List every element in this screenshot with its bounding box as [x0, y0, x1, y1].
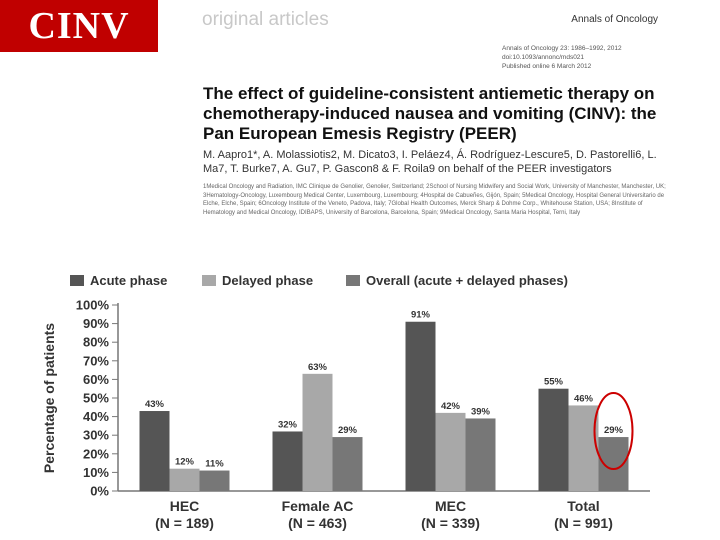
affiliations: 1Medical Oncology and Radiation, IMC Cli…	[203, 184, 666, 216]
y-tick-label: 20%	[83, 446, 109, 461]
bar-2-0	[405, 321, 436, 491]
data-label-0-2: 11%	[205, 459, 224, 470]
y-tick-label: 50%	[83, 391, 109, 406]
category-sublabel-3: (N = 991)	[554, 515, 613, 531]
category-sublabel-2: (N = 339)	[421, 515, 480, 531]
y-tick-label: 70%	[83, 353, 109, 368]
highlight-circle	[593, 392, 634, 471]
data-label-2-1: 42%	[441, 401, 461, 412]
bar-0-2	[199, 470, 230, 491]
data-label-2-0: 91%	[411, 310, 431, 321]
data-label-1-0: 32%	[278, 419, 298, 430]
legend-swatch-2	[346, 275, 360, 286]
category-label-3: Total	[567, 498, 599, 514]
citation-meta: Annals of Oncology 23: 1986–1992, 2012 d…	[502, 44, 672, 71]
data-label-0-1: 12%	[175, 457, 195, 468]
bar-1-0	[272, 431, 303, 491]
data-label-2-2: 39%	[471, 406, 491, 417]
doi-line: doi:10.1093/annonc/mds021	[502, 54, 585, 61]
category-sublabel-0: (N = 189)	[155, 515, 214, 531]
data-label-1-2: 29%	[338, 425, 358, 436]
section-label: original articles	[202, 9, 329, 30]
legend-label-2: Overall (acute + delayed phases)	[366, 273, 568, 288]
bar-2-1	[435, 412, 466, 491]
category-sublabel-1: (N = 463)	[288, 515, 347, 531]
category-label-1: Female AC	[282, 498, 354, 514]
bar-1-1	[302, 373, 333, 491]
category-label-2: MEC	[435, 498, 466, 514]
y-tick-label: 30%	[83, 428, 109, 443]
legend-swatch-1	[202, 275, 216, 286]
y-axis-title: Percentage of patients	[41, 323, 57, 473]
y-tick-label: 0%	[90, 484, 109, 499]
y-tick-label: 80%	[83, 335, 109, 350]
y-tick-label: 60%	[83, 372, 109, 387]
bar-1-2	[332, 437, 363, 491]
citation-line: Annals of Oncology 23: 1986–1992, 2012	[502, 45, 622, 52]
y-tick-label: 90%	[83, 316, 109, 331]
bar-3-1	[568, 405, 599, 491]
data-label-0-0: 43%	[145, 399, 165, 410]
bar-2-2	[465, 418, 496, 491]
y-tick-label: 100%	[76, 298, 110, 313]
journal-name: Annals of Oncology	[571, 14, 658, 25]
data-label-3-1: 46%	[574, 393, 594, 404]
y-tick-label: 40%	[83, 409, 109, 424]
bar-3-0	[538, 388, 569, 491]
legend-label-1: Delayed phase	[222, 273, 313, 288]
category-label-0: HEC	[170, 498, 200, 514]
published-line: Published online 6 March 2012	[502, 63, 592, 70]
author-list: M. Aapro1*, A. Molassiotis2, M. Dicato3,…	[203, 149, 657, 175]
legend-swatch-0	[70, 275, 84, 286]
bar-0-0	[139, 411, 170, 491]
article-title: The effect of guideline-consistent antie…	[203, 84, 657, 143]
data-label-1-1: 63%	[308, 362, 328, 373]
data-label-3-0: 55%	[544, 377, 564, 388]
data-label-3-2: 29%	[604, 425, 624, 436]
bar-0-1	[169, 468, 200, 491]
legend-label-0: Acute phase	[90, 273, 167, 288]
slide-tag: CINV	[0, 0, 158, 52]
y-tick-label: 10%	[83, 465, 109, 480]
